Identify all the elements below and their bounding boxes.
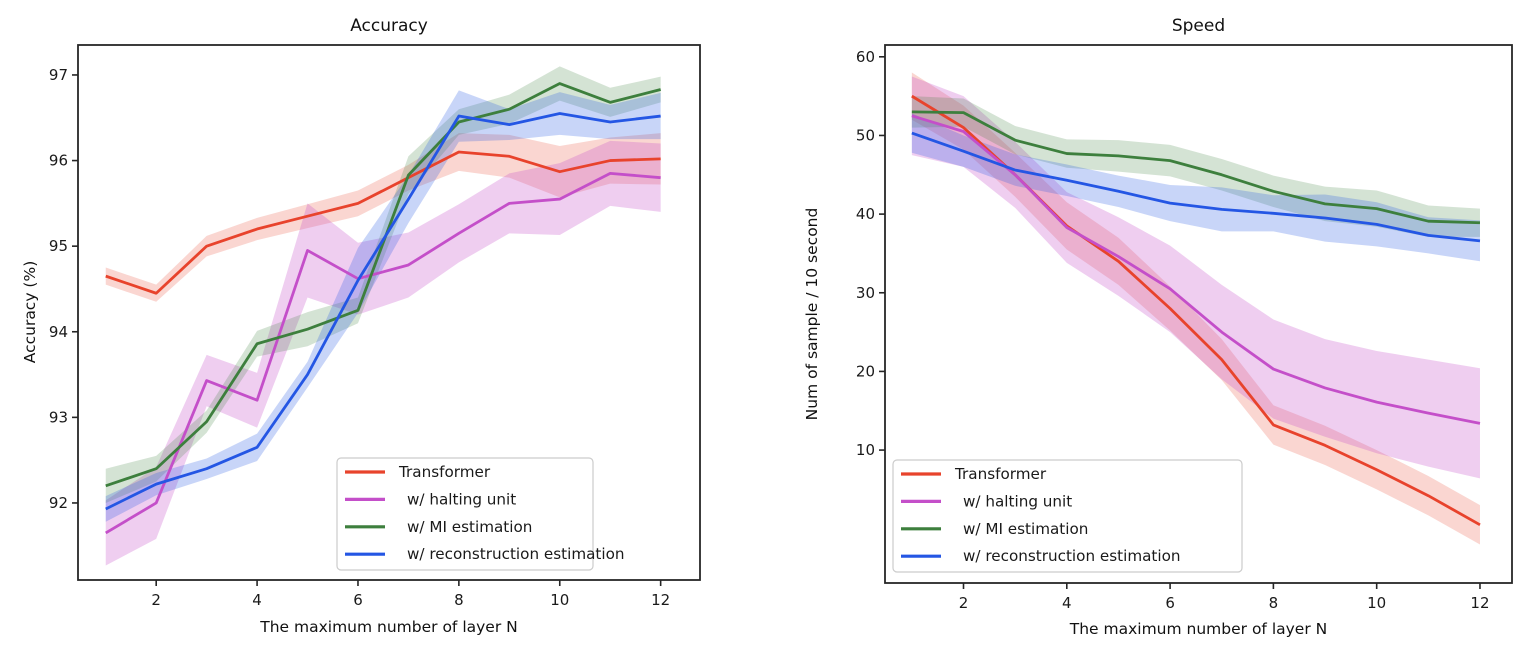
x-tick-label: 10	[550, 591, 569, 609]
series-band-1	[911, 76, 1480, 479]
series-line-1	[105, 171, 661, 535]
series-line-3	[911, 131, 1481, 243]
left-chart-ylabel: Accuracy (%)	[21, 260, 39, 364]
x-tick-label: 4	[1062, 594, 1072, 612]
plot-border	[77, 44, 701, 581]
y-tick-label: 93	[49, 408, 68, 426]
legend-label-3: w/ reconstruction estimation	[963, 547, 1181, 565]
chart-1: 2 4 6 8 10 12 10 20 30 40 50 60	[856, 44, 1513, 612]
legend-label-1: w/ halting unit	[407, 490, 516, 508]
plot-border	[884, 44, 1513, 584]
legend-label-0: Transformer	[954, 465, 1047, 483]
y-tick-label: 20	[856, 362, 875, 380]
x-tick-label: 8	[454, 591, 464, 609]
series-band-2	[105, 66, 661, 503]
left-chart-title: Accuracy	[350, 16, 428, 36]
y-tick-label: 96	[49, 152, 68, 170]
y-tick-label: 40	[856, 205, 875, 223]
y-tick-label: 50	[856, 126, 875, 144]
series-line-2	[105, 82, 661, 488]
series-line-2	[911, 110, 1481, 225]
x-tick-label: 10	[1367, 594, 1386, 612]
chart-0: 2 4 6 8 10 12 92 93 94 95 96 97	[49, 44, 701, 609]
right-chart-title: Speed	[1171, 16, 1226, 36]
x-tick-label: 2	[151, 591, 161, 609]
y-tick-label: 10	[856, 441, 875, 459]
series-band-1	[105, 140, 661, 566]
x-tick-label: 12	[651, 591, 670, 609]
left-chart-xlabel: The maximum number of layer N	[260, 618, 518, 636]
series-band-0	[105, 133, 661, 302]
legend-label-0: Transformer	[398, 463, 491, 481]
legend-box	[892, 459, 1243, 573]
y-tick-label: 94	[49, 323, 68, 341]
y-tick-label: 92	[49, 494, 68, 512]
x-tick-label: 6	[353, 591, 363, 609]
y-tick-label: 60	[856, 48, 875, 66]
right-chart-ylabel: Num of sample / 10 second	[803, 207, 821, 421]
series-line-0	[105, 150, 661, 295]
series-band-3	[911, 113, 1480, 262]
legend: Transformer w/ halting unit w/ MI estimati…	[336, 457, 625, 571]
series-line-3	[105, 112, 661, 511]
x-tick-label: 12	[1470, 594, 1489, 612]
y-tick-label: 97	[49, 66, 68, 84]
series-band-3	[105, 90, 661, 522]
x-tick-label: 4	[252, 591, 262, 609]
y-tick-label: 95	[49, 237, 68, 255]
legend-label-3: w/ reconstruction estimation	[407, 545, 625, 563]
y-tick-label: 30	[856, 284, 875, 302]
right-chart-xlabel: The maximum number of layer N	[1069, 620, 1328, 638]
x-tick-label: 6	[1165, 594, 1175, 612]
legend-box	[336, 457, 594, 571]
legend-label-1: w/ halting unit	[963, 492, 1072, 510]
legend-label-2: w/ MI estimation	[963, 520, 1088, 538]
series-band-0	[911, 72, 1480, 545]
x-tick-label: 2	[959, 594, 969, 612]
x-tick-label: 8	[1269, 594, 1279, 612]
legend: Transformer w/ halting unit w/ MI estimati…	[892, 459, 1243, 573]
legend-label-2: w/ MI estimation	[407, 518, 532, 536]
